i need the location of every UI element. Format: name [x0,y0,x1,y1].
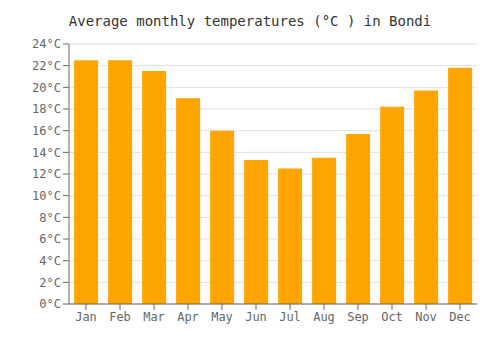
svg-text:Feb: Feb [109,310,131,324]
svg-text:Sep: Sep [347,310,369,324]
svg-text:22°C: 22°C [32,59,61,73]
html-text:Average monthly temperatures (: Average monthly temperatures (°C ) in Bo… [68,13,432,29]
svg-text:May: May [211,310,233,324]
svg-text:10°C: 10°C [32,189,61,203]
svg-text:8°C: 8°C [39,211,61,225]
svg-text:0°C: 0°C [39,297,61,311]
svg-text:14°C: 14°C [32,146,61,160]
svg-text:24°C: 24°C [32,37,61,51]
svg-text:18°C: 18°C [32,102,61,116]
svg-text:20°C: 20°C [32,81,61,95]
svg-text:Jan: Jan [75,310,97,324]
svg-text:12°C: 12°C [32,167,61,181]
svg-text:Oct: Oct [381,310,403,324]
svg-text:Nov: Nov [415,310,437,324]
svg-text:2°C: 2°C [39,276,61,290]
svg-text:Jun: Jun [245,310,267,324]
svg-text:Mar: Mar [143,310,165,324]
svg-text:4°C: 4°C [39,254,61,268]
svg-text:Aug: Aug [313,310,335,324]
svg-text:Apr: Apr [177,310,199,324]
svg-text:16°C: 16°C [32,124,61,138]
svg-text:6°C: 6°C [39,232,61,246]
svg-text:Jul: Jul [279,310,301,324]
svg-text:Dec: Dec [449,310,471,324]
